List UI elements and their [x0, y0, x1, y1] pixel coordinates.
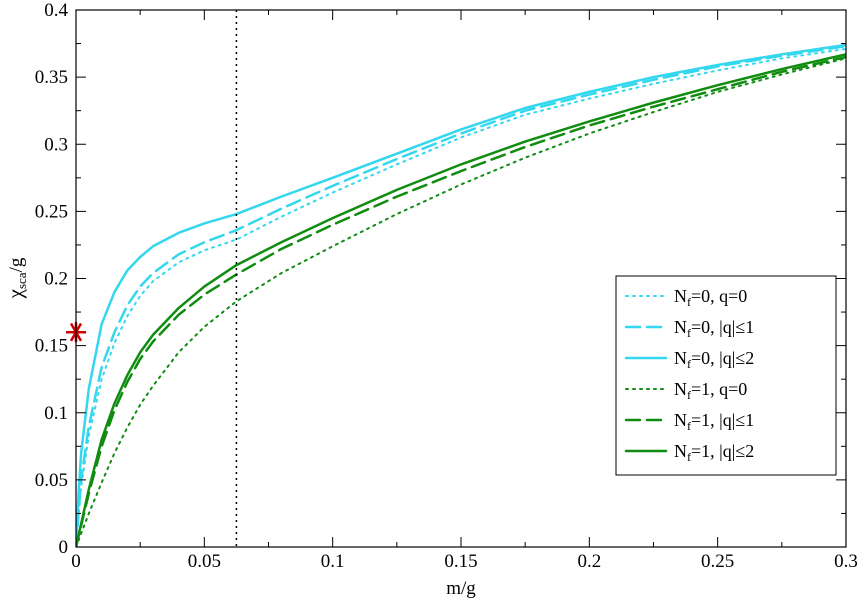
legend-label: Nf=1, |q|≤1	[674, 410, 754, 433]
y-tick-labels: 0 0.05 0.1 0.15 0.2 0.25 0.3 0.35 0.4	[35, 0, 69, 558]
y-tick-label: 0	[59, 537, 69, 558]
legend-box	[615, 275, 837, 476]
legend-item: Nf=0, q=0	[625, 286, 747, 309]
legend-item: Nf=1, |q|≤1	[624, 410, 754, 433]
y-tick-label: 0.3	[44, 134, 68, 155]
x-tick-label: 0	[71, 551, 81, 572]
y-axis-title-main: χ	[3, 288, 27, 299]
legend-label: Nf=1, |q|≤2	[674, 441, 754, 464]
y-tick-label: 0.1	[44, 403, 68, 424]
y-tick-label: 0.15	[35, 336, 68, 357]
y-axis-title-tail: /g	[6, 257, 27, 272]
x-axis-title: m/g	[446, 578, 476, 599]
y-tick-label: 0.2	[44, 269, 68, 290]
x-tick-label: 0.05	[188, 551, 221, 572]
legend-item: Nf=1, q=0	[625, 379, 747, 402]
series-line-4	[76, 57, 846, 547]
x-tick-label: 0.25	[701, 551, 734, 572]
y-tick-label: 0.35	[35, 67, 68, 88]
legend-label: Nf=0, |q|≤1	[674, 317, 754, 340]
legend-item: Nf=0, |q|≤2	[624, 348, 754, 371]
legend: Nf=0, q=0 Nf=0, |q|≤1 Nf=0, |q|≤2 Nf=1, q=0…	[615, 275, 837, 476]
x-tick-label: 0.15	[444, 551, 477, 572]
series-layer	[76, 43, 846, 547]
x-tick-label: 0.1	[321, 551, 345, 572]
x-tick-labels: 0 0.05 0.1 0.15 0.2 0.25 0.3	[71, 551, 858, 572]
legend-label: Nf=1, q=0	[674, 379, 747, 402]
series-line-3	[76, 43, 846, 547]
x-tick-label: 0.2	[577, 551, 601, 572]
legend-label: Nf=0, q=0	[674, 286, 747, 309]
x-tick-label: 0.3	[834, 551, 858, 572]
y-tick-label: 0.25	[35, 201, 68, 222]
axis-ticks	[75, 9, 847, 548]
y-tick-label: 0.4	[44, 0, 68, 21]
y-axis-title: χsca/g	[3, 257, 29, 299]
series-line-2	[76, 45, 846, 547]
y-axis-title-sub: sca	[14, 272, 29, 289]
legend-label: Nf=0, |q|≤2	[674, 348, 754, 371]
legend-item: Nf=0, |q|≤1	[624, 317, 754, 340]
y-tick-label: 0.05	[35, 470, 68, 491]
legend-items: Nf=0, q=0 Nf=0, |q|≤1 Nf=0, |q|≤2 Nf=1, q=0…	[624, 286, 754, 464]
series-line-1	[76, 47, 846, 547]
series-line-6	[76, 53, 846, 547]
series-line-5	[76, 55, 846, 547]
legend-item: Nf=1, |q|≤2	[624, 441, 754, 464]
